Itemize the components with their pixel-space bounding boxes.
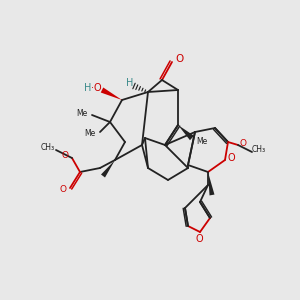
Text: H: H: [84, 83, 92, 93]
Text: O: O: [61, 151, 68, 160]
Text: O: O: [59, 185, 67, 194]
Text: O: O: [175, 54, 183, 64]
Polygon shape: [208, 172, 214, 195]
Text: Me: Me: [76, 110, 88, 118]
Text: CH₃: CH₃: [41, 142, 55, 152]
Text: Me: Me: [196, 136, 208, 146]
Text: CH₃: CH₃: [252, 146, 266, 154]
Text: O: O: [227, 153, 235, 163]
Polygon shape: [101, 88, 122, 100]
Text: H: H: [126, 78, 134, 88]
Polygon shape: [178, 125, 194, 140]
Text: O: O: [239, 139, 247, 148]
Text: O: O: [195, 234, 203, 244]
Text: ·O: ·O: [91, 83, 101, 93]
Text: Me: Me: [84, 130, 96, 139]
Polygon shape: [101, 160, 115, 178]
